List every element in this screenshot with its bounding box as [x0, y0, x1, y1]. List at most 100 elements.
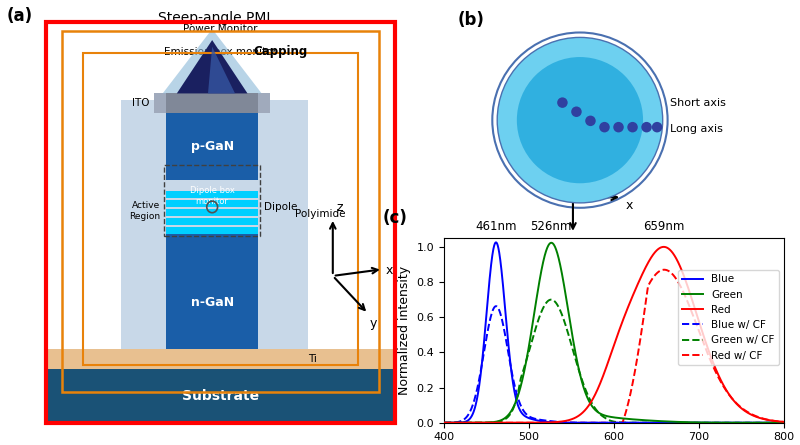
Blue w/ CF [491, 303, 501, 309]
Red [779, 419, 789, 425]
Blue w/ CF [779, 420, 789, 425]
Bar [121, 100, 308, 349]
Line: Blue w/ CF: Blue w/ CF [444, 306, 784, 423]
Blue [491, 240, 501, 245]
Red w/ CF [439, 420, 449, 425]
Text: 461nm: 461nm [475, 219, 517, 233]
Polygon shape [177, 40, 247, 93]
Text: (c): (c) [383, 209, 408, 227]
Green [605, 414, 614, 419]
Red w/ CF [779, 419, 789, 425]
Bar [166, 113, 258, 180]
Blue w/ CF [605, 420, 614, 425]
Circle shape [517, 57, 643, 183]
Line: Green: Green [444, 243, 784, 423]
Red [605, 356, 614, 361]
Text: Steep-angle PML: Steep-angle PML [158, 11, 274, 25]
Green w/ CF [546, 297, 556, 302]
Text: Short axis: Short axis [670, 97, 726, 108]
Green w/ CF [439, 420, 449, 425]
Green [707, 420, 717, 425]
Circle shape [557, 97, 568, 108]
Text: Polyimide: Polyimide [295, 209, 346, 218]
Text: 659nm: 659nm [643, 219, 685, 233]
Blue w/ CF [770, 420, 779, 425]
Text: y: y [370, 317, 377, 330]
Bar [166, 191, 258, 198]
Red [659, 244, 669, 250]
Red w/ CF [605, 420, 614, 425]
Red w/ CF [770, 418, 779, 424]
Green [770, 420, 779, 425]
Text: (b): (b) [458, 12, 484, 29]
Bar [83, 53, 358, 365]
Text: n-GaN: n-GaN [190, 296, 234, 309]
Bar [166, 234, 258, 349]
Blue [596, 420, 606, 425]
Blue w/ CF [770, 420, 779, 425]
Red w/ CF [659, 267, 669, 272]
Red [457, 420, 466, 425]
Circle shape [492, 32, 668, 208]
Green [596, 411, 606, 417]
Text: Substrate: Substrate [182, 389, 259, 403]
Green [457, 420, 466, 425]
Green [439, 420, 449, 425]
Text: p-GaN: p-GaN [190, 140, 234, 154]
Text: ITO: ITO [132, 98, 150, 108]
Circle shape [498, 37, 662, 203]
Circle shape [571, 106, 582, 117]
Blue w/ CF [439, 420, 449, 425]
Red w/ CF [457, 420, 466, 425]
Text: Dipole: Dipole [264, 202, 298, 212]
Green [779, 420, 789, 425]
Blue w/ CF [457, 418, 466, 424]
Red [595, 380, 605, 386]
Y-axis label: Normalized intensity: Normalized intensity [398, 266, 411, 395]
Green w/ CF [779, 420, 789, 425]
Legend: Blue, Green, Red, Blue w/ CF, Green w/ CF, Red w/ CF: Blue, Green, Red, Blue w/ CF, Green w/ C… [678, 270, 778, 364]
Green [770, 420, 779, 425]
Red w/ CF [770, 418, 779, 424]
Text: Dipole box
monitor: Dipole box monitor [190, 186, 234, 206]
Bar [164, 165, 260, 236]
Circle shape [627, 122, 638, 133]
Red w/ CF [595, 420, 605, 425]
Text: 526nm: 526nm [530, 219, 572, 233]
Text: z: z [336, 202, 342, 214]
Text: Emission box monitor: Emission box monitor [164, 47, 277, 57]
Polygon shape [208, 47, 235, 93]
Line: Green w/ CF: Green w/ CF [444, 299, 784, 423]
Green w/ CF [770, 420, 779, 425]
Circle shape [586, 116, 596, 126]
Text: y: y [577, 237, 584, 250]
Text: Long axis: Long axis [670, 124, 722, 134]
Bar [46, 349, 395, 369]
Blue [707, 420, 717, 425]
Text: (a): (a) [6, 7, 32, 24]
Bar [62, 31, 378, 392]
Blue [605, 420, 614, 425]
Green w/ CF [596, 412, 606, 417]
Green w/ CF [770, 420, 779, 425]
Blue [770, 420, 779, 425]
Blue [457, 420, 466, 425]
Red [770, 418, 779, 424]
Red w/ CF [707, 361, 717, 366]
Green w/ CF [457, 420, 466, 425]
Red [439, 420, 449, 425]
Blue [779, 420, 789, 425]
Bar [166, 209, 258, 216]
Bar [154, 93, 270, 113]
Bar [166, 227, 258, 234]
Text: Ti: Ti [308, 354, 317, 364]
Line: Red: Red [444, 247, 784, 423]
Text: Capping: Capping [254, 44, 308, 58]
Red [707, 357, 717, 362]
Circle shape [599, 122, 610, 133]
Blue w/ CF [707, 420, 717, 425]
Bar [46, 369, 395, 423]
Line: Blue: Blue [444, 243, 784, 423]
Bar [166, 218, 258, 225]
Line: Red w/ CF: Red w/ CF [444, 270, 784, 423]
